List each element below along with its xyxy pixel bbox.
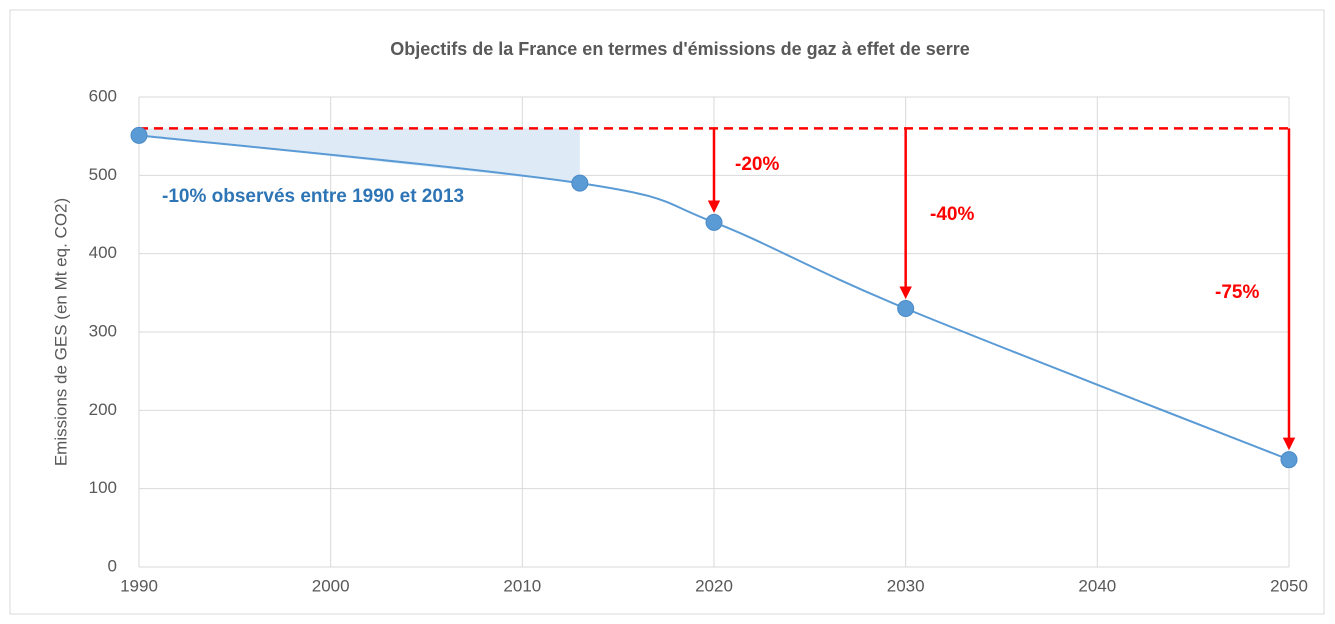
x-tick-label: 2050: [1270, 576, 1308, 595]
y-tick-label: 600: [89, 86, 117, 105]
annotation: -40%: [930, 204, 974, 225]
point-marker: [130, 126, 148, 144]
chart-frame: [9, 9, 1325, 615]
y-tick-label: 400: [89, 243, 117, 262]
y-tick-label: 0: [108, 556, 117, 575]
x-tick-label: 1990: [120, 576, 158, 595]
x-tick-label: 2000: [312, 576, 350, 595]
point-marker: [1280, 451, 1298, 469]
y-tick-label: 100: [89, 478, 117, 497]
x-tick-label: 2030: [887, 576, 925, 595]
chart-title: Objectifs de la France en termes d'émiss…: [390, 39, 970, 59]
x-tick-label: 2020: [695, 576, 733, 595]
annotation: -75%: [1215, 282, 1259, 303]
y-axis-label: Emissions de GES (en Mt eq. CO2): [51, 198, 70, 466]
x-tick-label: 2010: [503, 576, 541, 595]
annotation: -20%: [735, 154, 779, 175]
annotation: -10% observés entre 1990 et 2013: [162, 186, 464, 207]
x-tick-label: 2040: [1078, 576, 1116, 595]
y-tick-label: 200: [89, 400, 117, 419]
point-marker: [705, 213, 723, 231]
y-tick-label: 500: [89, 165, 117, 184]
point-marker: [571, 174, 589, 192]
y-tick-label: 300: [89, 321, 117, 340]
point-marker: [897, 300, 915, 317]
